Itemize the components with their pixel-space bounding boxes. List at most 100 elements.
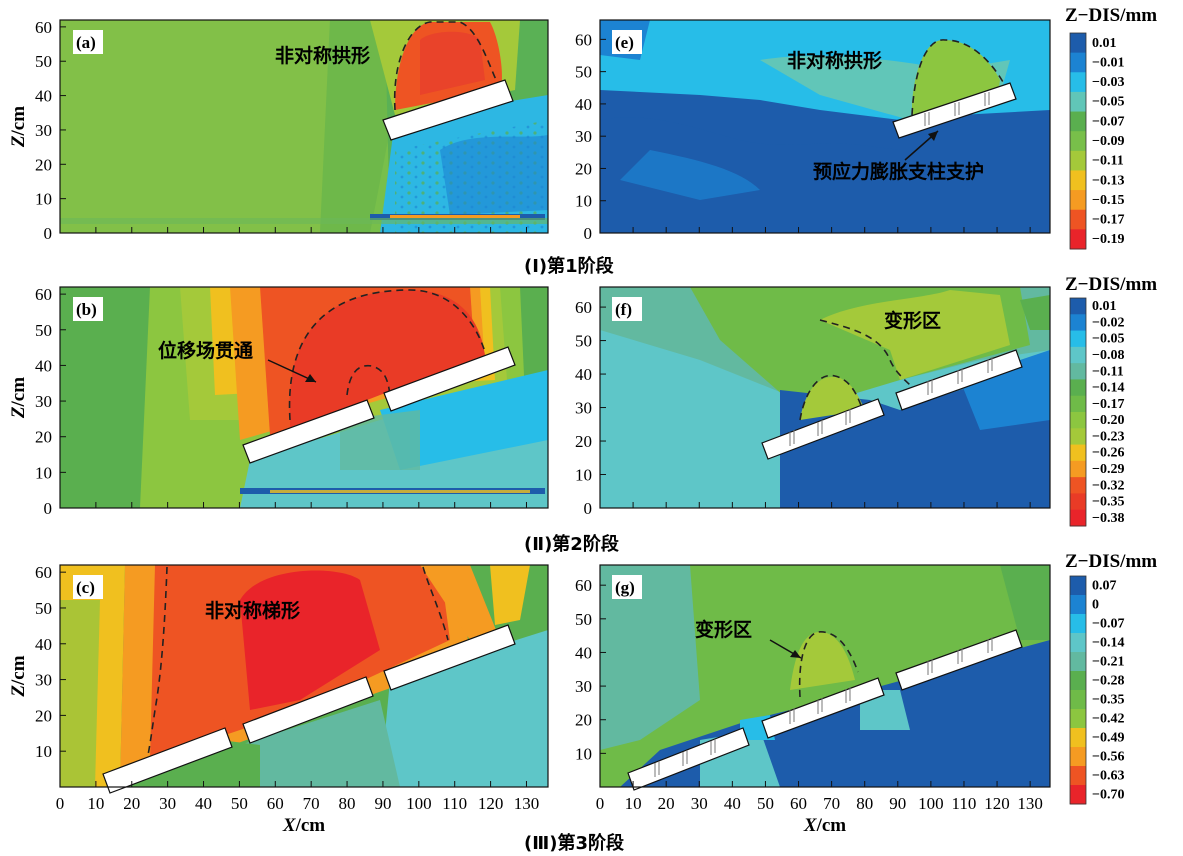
panel-b xyxy=(60,287,548,508)
stage-label-3: (Ⅲ)第3阶段 xyxy=(524,832,625,854)
arrowhead-g xyxy=(790,650,801,658)
colorbar-swatch xyxy=(1070,652,1086,672)
ylabel: Z/cm xyxy=(8,655,29,697)
colorbar-tick-label: 0 xyxy=(1092,598,1099,613)
axes-a: 0 10 20 30 40 50 60 Z/cm xyxy=(8,18,549,243)
ytick-label: 30 xyxy=(575,127,592,146)
ytick-label: 30 xyxy=(575,399,592,418)
annotations: 非对称拱形 非对称拱形 预应力膨胀支柱支护 位移场贯通 变形区 非对称梯形 变形… xyxy=(158,44,984,641)
colorbar-tick-label: −0.07 xyxy=(1092,617,1124,632)
axes-frame-b xyxy=(59,286,549,509)
ylabel: Z/cm xyxy=(8,377,29,419)
colorbar-swatch xyxy=(1070,91,1086,113)
colorbar-tick-label: −0.07 xyxy=(1092,114,1124,129)
xtick-label: 70 xyxy=(303,794,320,813)
colorbar-2: Z−DIS/mm0.01−0.02−0.05−0.08−0.11−0.14−0.… xyxy=(1065,274,1157,527)
ytick-label: 0 xyxy=(44,224,53,243)
boundary-f-outer xyxy=(819,319,911,386)
support-e-bolts xyxy=(924,92,990,126)
colorbar-tick-label: −0.19 xyxy=(1092,232,1124,247)
colorbar-swatch xyxy=(1070,363,1086,380)
support-f-bolts xyxy=(789,357,993,446)
xtick-label: 30 xyxy=(159,794,176,813)
ytick-label: 20 xyxy=(575,432,592,451)
xtick-label: 20 xyxy=(123,794,140,813)
annotation-a: 非对称拱形 xyxy=(275,44,370,67)
panel-label-c: (c) xyxy=(76,578,95,597)
ytick-label: 10 xyxy=(575,192,592,211)
arch-boundary-e xyxy=(911,39,1004,116)
ytick-label: 40 xyxy=(575,365,592,384)
axes-b: 0 10 20 30 40 50 60 Z/cm xyxy=(8,285,549,518)
colorbar-tick-label: −0.20 xyxy=(1092,413,1124,428)
axes-g: 10 20 30 40 50 60 0 10 20 30 40 50 60 70 80 90 100 110 120… xyxy=(575,564,1051,836)
colorbar-swatch xyxy=(1070,671,1086,691)
boundary-c-right xyxy=(422,566,449,641)
xtick-label: 110 xyxy=(952,794,977,813)
support-g-1 xyxy=(627,727,750,791)
stage-labels: (Ⅰ)第1阶段 (Ⅱ)第2阶段 (Ⅲ)第3阶段 xyxy=(524,255,625,854)
panel-labels: (a) (e) (b) (f) (c) (g) xyxy=(73,30,642,599)
colorbar-tick-label: −0.28 xyxy=(1092,674,1124,689)
ytick-label: 50 xyxy=(575,63,592,82)
colorbar-tick-label: −0.09 xyxy=(1092,134,1124,149)
ytick-label: 20 xyxy=(575,711,592,730)
xtick-label: 120 xyxy=(478,794,504,813)
annotation-b: 位移场贯通 xyxy=(158,339,254,362)
colorbar-swatch xyxy=(1070,460,1086,478)
colorbar-swatch xyxy=(1070,595,1086,615)
panel-a xyxy=(60,20,548,233)
arrowhead-e xyxy=(928,131,938,141)
support-g-2 xyxy=(761,677,885,739)
xtick-label: 100 xyxy=(918,794,944,813)
colorbar-swatch xyxy=(1070,785,1086,805)
xtick-label: 50 xyxy=(231,794,248,813)
ytick-label: 60 xyxy=(575,30,592,49)
colorbar-swatch xyxy=(1070,298,1086,315)
boundary-b-inner xyxy=(346,364,391,396)
colorbars: Z−DIS/mm 0.01 −0.01 −0.03 −0.05 −0.07 −0.09 −0.… xyxy=(1065,5,1157,805)
colorbar-title: Z−DIS/mm xyxy=(1065,5,1157,26)
ytick-label: 0 xyxy=(584,224,593,243)
support-a xyxy=(382,79,514,141)
xtick-label: 40 xyxy=(724,794,741,813)
ytick-label: 10 xyxy=(35,190,52,209)
support-g-bolts xyxy=(654,637,993,777)
xtick-label: 70 xyxy=(823,794,840,813)
axes-c: 10 20 30 40 50 60 0 10 20 30 40 50 60 70 80 90 100 110 120… xyxy=(8,563,549,836)
stage-label-1: (Ⅰ)第1阶段 xyxy=(524,255,615,277)
panel-label-e: (e) xyxy=(615,33,634,52)
colorbar-tick-label: −0.70 xyxy=(1092,788,1124,803)
ytick-label: 60 xyxy=(575,298,592,317)
colorbar-tick-label: −0.11 xyxy=(1092,154,1124,169)
colorbar-tick-label: −0.38 xyxy=(1092,511,1124,526)
colorbar-title: Z−DIS/mm xyxy=(1065,274,1157,295)
ytick-label: 40 xyxy=(35,87,52,106)
colorbar-tick-label: −0.63 xyxy=(1092,769,1124,784)
ytick-label: 20 xyxy=(35,706,52,725)
colorbar-tick-label: −0.02 xyxy=(1092,315,1124,330)
ytick-label: 0 xyxy=(44,499,53,518)
ytick-label: 10 xyxy=(35,742,52,761)
panel-c xyxy=(60,565,548,787)
colorbar-tick-label: −0.03 xyxy=(1092,75,1124,90)
support-c-3 xyxy=(383,624,516,691)
axes: 0 10 20 30 40 50 60 Z/cm 0 10 20 30 40 50 60 0 10 20 30 40 5… xyxy=(8,18,1051,836)
colorbar-tick-label: −0.15 xyxy=(1092,193,1124,208)
colorbar-swatch xyxy=(1070,576,1086,596)
annotation-f: 变形区 xyxy=(884,309,941,332)
xlabel: X/cm xyxy=(282,815,325,836)
colorbar-swatch xyxy=(1070,690,1086,710)
ytick-label: 40 xyxy=(575,95,592,114)
ytick-label: 60 xyxy=(575,576,592,595)
colorbar-swatch xyxy=(1070,209,1086,230)
colorbar-tick-label: −0.17 xyxy=(1092,213,1124,228)
colorbar-tick-label: −0.01 xyxy=(1092,55,1124,70)
axes-frame-a xyxy=(59,19,549,234)
arch-boundary-a xyxy=(393,21,501,111)
ytick-label: 60 xyxy=(35,563,52,582)
colorbar-tick-label: −0.35 xyxy=(1092,495,1124,510)
panel-e xyxy=(600,20,1050,233)
ytick-label: 60 xyxy=(35,18,52,37)
colorbar-tick-label: 0.01 xyxy=(1092,299,1117,314)
